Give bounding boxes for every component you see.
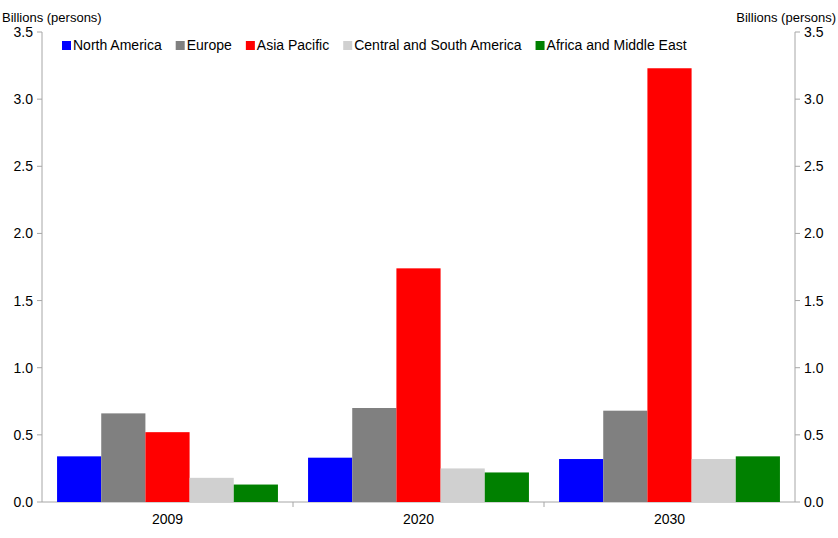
bar: [308, 458, 352, 502]
y2-tick-label: 3.5: [804, 24, 824, 40]
bar: [441, 468, 485, 502]
bar: [145, 432, 189, 502]
bar: [603, 411, 647, 502]
chart: 0.0 0.5 1.0 1.5 2.0 2.5 3.0 3.5 0.0 0.5 1.0 1.5 2.0 2…: [0, 0, 838, 538]
bar: [692, 459, 736, 502]
bar: [57, 456, 101, 502]
y2-axis-title: Billions (persons): [736, 10, 836, 25]
bar: [559, 459, 603, 502]
y2-tick-label: 1.5: [804, 293, 824, 309]
legend-swatch: [246, 41, 255, 50]
bar: [396, 268, 440, 502]
y-tick: [37, 99, 42, 100]
y2-tick: [795, 32, 800, 33]
y-axis-line: [42, 32, 43, 502]
bar: [485, 472, 529, 502]
legend-label: Europe: [187, 37, 232, 53]
y2-tick: [795, 367, 800, 368]
y2-tick-label: 2.0: [804, 225, 824, 241]
y-tick-label: 0.0: [14, 494, 34, 510]
legend-label: Asia Pacific: [257, 37, 329, 53]
y-tick-label: 2.0: [14, 225, 34, 241]
bar: [190, 478, 234, 502]
y-tick-label: 1.0: [14, 360, 34, 376]
bar: [101, 413, 145, 502]
bar: [736, 456, 780, 502]
x-tick-label: 2020: [403, 511, 434, 527]
y2-tick: [795, 434, 800, 435]
y2-tick: [795, 166, 800, 167]
y-tick: [37, 502, 42, 503]
y-tick: [37, 367, 42, 368]
y2-tick-label: 0.5: [804, 427, 824, 443]
legend-swatch: [343, 41, 352, 50]
y2-tick-label: 0.0: [804, 494, 824, 510]
y2-tick-label: 3.0: [804, 91, 824, 107]
x-tick-label: 2030: [654, 511, 685, 527]
y-tick: [37, 32, 42, 33]
y2-axis-line: [795, 32, 796, 502]
bar: [234, 485, 278, 502]
y-tick: [37, 434, 42, 435]
legend-swatch: [62, 41, 71, 50]
y-tick: [37, 300, 42, 301]
y-tick-label: 0.5: [14, 427, 34, 443]
y-tick-label: 2.5: [14, 158, 34, 174]
category-divider: [544, 502, 545, 507]
bars: [57, 68, 780, 502]
y2-tick: [795, 99, 800, 100]
y2-tick-label: 1.0: [804, 360, 824, 376]
legend-swatch: [176, 41, 185, 50]
y-tick-label: 3.5: [14, 24, 34, 40]
bar: [647, 68, 691, 502]
y2-tick: [795, 300, 800, 301]
y-tick: [37, 233, 42, 234]
legend-label: Africa and Middle East: [547, 37, 687, 53]
y-axis-title: Billions (persons): [2, 10, 102, 25]
bar: [352, 408, 396, 502]
y2-tick: [795, 502, 800, 503]
y-tick-label: 3.0: [14, 91, 34, 107]
y-tick-label: 1.5: [14, 293, 34, 309]
y2-tick-label: 2.5: [804, 158, 824, 174]
category-divider: [293, 502, 294, 507]
legend-label: North America: [73, 37, 162, 53]
y-tick: [37, 166, 42, 167]
x-tick-label: 2009: [152, 511, 183, 527]
y2-tick: [795, 233, 800, 234]
legend-label: Central and South America: [354, 37, 522, 53]
legend-swatch: [536, 41, 545, 50]
